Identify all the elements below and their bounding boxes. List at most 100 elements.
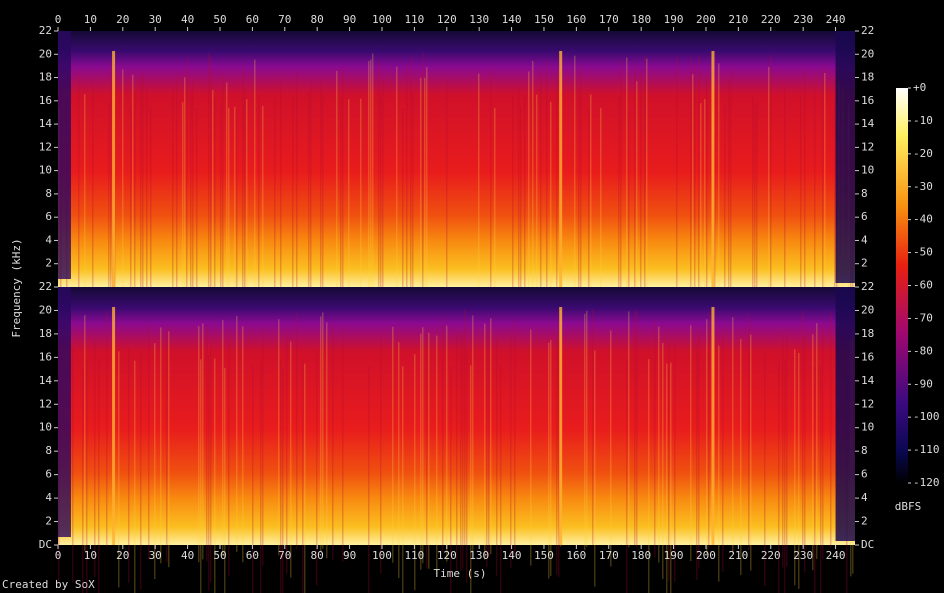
- texture: [706, 77, 708, 312]
- texture: [254, 59, 256, 294]
- texture: [594, 350, 596, 587]
- texture: [292, 96, 294, 331]
- x-tick-label: 230: [793, 549, 813, 562]
- texture: [368, 366, 370, 593]
- texture: [422, 327, 424, 564]
- colorbar-tick-label: -90: [913, 377, 933, 390]
- x-tick-label: 140: [502, 13, 522, 26]
- texture: [768, 66, 770, 301]
- texture: [722, 336, 724, 573]
- x-tick-label: 210: [728, 549, 748, 562]
- texture: [478, 73, 480, 308]
- y-tick-label: 4: [45, 233, 52, 246]
- texture: [402, 366, 404, 593]
- texture: [380, 93, 382, 328]
- texture: [228, 107, 230, 342]
- texture: [628, 311, 630, 548]
- texture: [222, 75, 224, 310]
- texture: [420, 333, 422, 570]
- texture: [220, 105, 222, 340]
- texture: [78, 75, 80, 310]
- credit: Created by SoX: [2, 578, 95, 591]
- texture: [816, 323, 818, 560]
- texture: [530, 329, 532, 566]
- texture: [636, 311, 638, 548]
- y-tick-label: 18: [861, 327, 874, 340]
- x-tick-label: 150: [534, 549, 554, 562]
- texture: [822, 322, 824, 559]
- texture: [280, 359, 282, 593]
- texture: [420, 77, 422, 312]
- x-tick-label: 110: [404, 13, 424, 26]
- texture: [370, 59, 372, 294]
- texture: [668, 345, 670, 582]
- texture: [236, 111, 238, 346]
- y-tick-label: 18: [39, 327, 52, 340]
- texture: [368, 61, 370, 296]
- colorbar-tick-label: -20: [913, 147, 933, 160]
- texture: [340, 96, 342, 331]
- y-tick-label: 6: [861, 210, 868, 223]
- y-tick-label: 10: [39, 421, 52, 434]
- x-tick-label: 50: [213, 13, 226, 26]
- x-tick-label: 120: [437, 13, 457, 26]
- texture: [590, 94, 592, 329]
- texture: [286, 337, 288, 574]
- y-tick-label: 20: [39, 47, 52, 60]
- texture: [512, 94, 514, 329]
- texture: [206, 325, 208, 562]
- y-tick-label: 16: [39, 94, 52, 107]
- texture: [224, 367, 226, 593]
- x-tick-label: 70: [278, 13, 291, 26]
- texture: [764, 349, 766, 586]
- texture: [274, 96, 276, 331]
- y-tick-label: 8: [861, 187, 868, 200]
- x-tick-label: 190: [664, 549, 684, 562]
- texture: [148, 323, 150, 560]
- texture: [800, 95, 802, 330]
- texture: [518, 88, 520, 323]
- texture: [198, 326, 200, 563]
- texture: [784, 360, 786, 593]
- texture: [814, 89, 816, 324]
- texture: [372, 53, 374, 288]
- texture: [662, 342, 664, 579]
- texture: [698, 332, 700, 569]
- texture: [694, 65, 696, 300]
- texture: [626, 57, 628, 292]
- x-tick-label: 220: [761, 13, 781, 26]
- texture: [446, 77, 448, 312]
- x-tick-label: 0: [55, 549, 62, 562]
- x-tick-label: 30: [149, 549, 162, 562]
- texture: [428, 332, 430, 569]
- texture: [706, 319, 708, 556]
- texture: [342, 67, 344, 302]
- texture: [464, 309, 466, 546]
- x-tick-label: 20: [116, 13, 129, 26]
- colorbar-tick-label: -50: [913, 246, 933, 259]
- texture: [756, 103, 758, 338]
- texture: [396, 66, 398, 301]
- x-tick-label: 40: [181, 13, 194, 26]
- x-tick-label: 140: [502, 549, 522, 562]
- texture: [302, 358, 304, 593]
- texture: [146, 84, 148, 319]
- texture: [814, 366, 816, 593]
- x-tick-label: 240: [826, 13, 846, 26]
- texture: [556, 338, 558, 575]
- texture: [588, 107, 590, 342]
- texture: [700, 103, 702, 338]
- x-tick-label: 220: [761, 549, 781, 562]
- texture: [580, 66, 582, 301]
- texture: [282, 368, 284, 593]
- x-tick-label: 20: [116, 549, 129, 562]
- texture: [208, 354, 210, 591]
- texture: [186, 57, 188, 292]
- texture: [128, 346, 130, 583]
- texture: [794, 349, 796, 586]
- x-tick-label: 100: [372, 549, 392, 562]
- texture: [382, 80, 384, 315]
- y-tick-label: 2: [45, 515, 52, 528]
- x-tick-label: 170: [599, 549, 619, 562]
- texture: [802, 310, 804, 547]
